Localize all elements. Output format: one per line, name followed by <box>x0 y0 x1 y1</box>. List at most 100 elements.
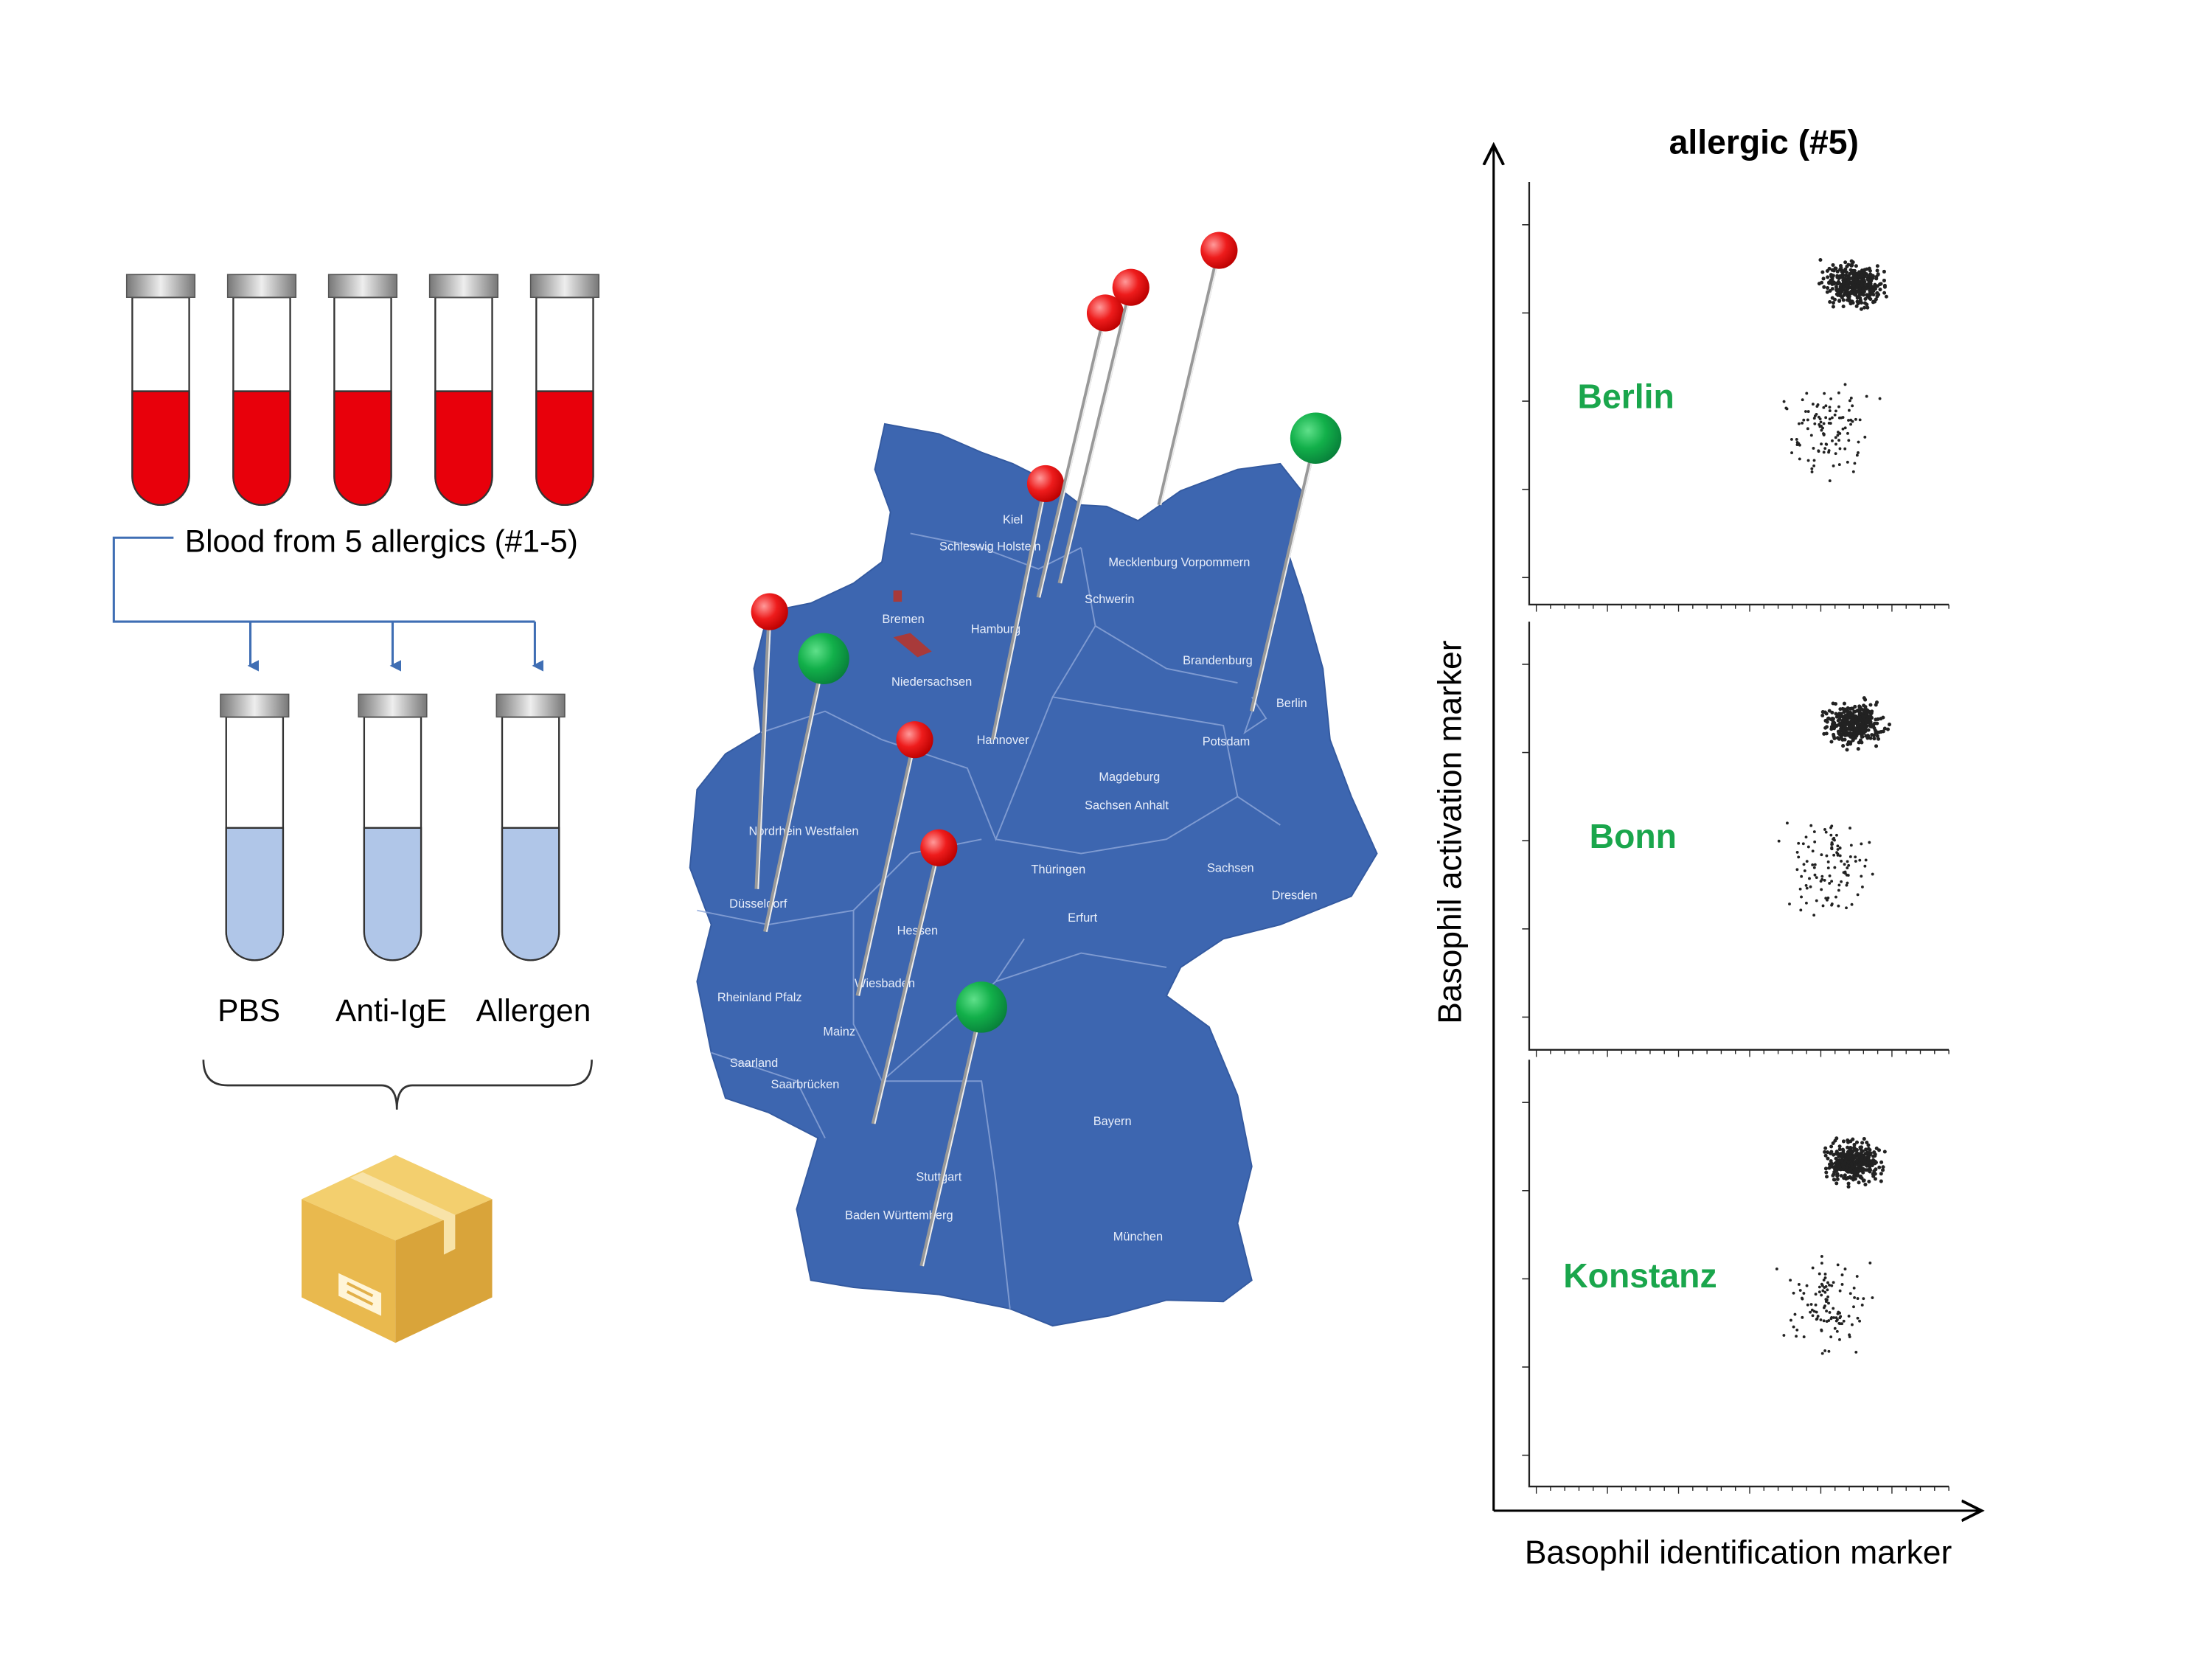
dot <box>1840 860 1843 863</box>
dot <box>1873 1177 1877 1181</box>
dot <box>1865 717 1869 722</box>
dot <box>1878 288 1882 292</box>
dot <box>1858 731 1863 736</box>
liquid <box>434 390 493 507</box>
dot <box>1857 270 1861 274</box>
dot <box>1826 896 1830 900</box>
dot <box>1854 277 1859 282</box>
dot <box>1842 701 1846 706</box>
dot <box>1868 283 1873 288</box>
dot <box>1845 264 1849 268</box>
map-label: Bayern <box>1093 1115 1132 1128</box>
dot <box>1836 854 1840 857</box>
map-label: Brandenburg <box>1183 654 1253 667</box>
dot <box>1837 299 1842 303</box>
dot <box>1849 422 1852 426</box>
dot <box>1846 278 1851 283</box>
tube-cap <box>428 274 499 298</box>
dot <box>1821 426 1824 430</box>
dot <box>1818 257 1823 262</box>
dot <box>1852 1305 1855 1309</box>
map-label: Baden Württemberg <box>845 1208 953 1222</box>
dot <box>1874 1167 1878 1172</box>
pin-needle <box>919 1006 984 1267</box>
dot <box>1792 1291 1795 1295</box>
flow-panel: Berlin <box>1522 181 1950 612</box>
dot <box>1875 268 1879 273</box>
dot <box>1822 731 1826 736</box>
dot <box>1849 844 1853 847</box>
dot <box>1830 268 1834 272</box>
dot <box>1835 1329 1839 1333</box>
dot <box>1854 855 1857 859</box>
liquid <box>232 390 291 507</box>
dot <box>1843 872 1847 875</box>
dot <box>1853 709 1857 714</box>
dot <box>1823 392 1826 395</box>
pin-needle <box>855 739 917 997</box>
pin-head <box>1200 232 1238 269</box>
dot <box>1834 895 1837 899</box>
dot <box>1795 1335 1798 1338</box>
dot <box>1859 307 1863 311</box>
liquid <box>363 827 422 961</box>
dot <box>1833 413 1837 417</box>
dot <box>1840 1154 1845 1158</box>
dot <box>1841 1149 1846 1153</box>
condition-label: Anti-IgE <box>335 993 447 1028</box>
dot <box>1820 877 1824 881</box>
pin-needle <box>871 847 942 1124</box>
dot <box>1861 1178 1865 1183</box>
dot <box>1840 272 1845 276</box>
dot <box>1811 863 1815 866</box>
dot <box>1867 1151 1871 1155</box>
tube-cap <box>125 274 196 298</box>
dot <box>1855 1173 1860 1178</box>
dot <box>1824 830 1828 834</box>
bracket <box>202 1060 593 1110</box>
pin-needle <box>1057 287 1133 584</box>
tube-cap <box>358 693 428 718</box>
dot <box>1845 883 1848 887</box>
dot <box>1832 1307 1835 1310</box>
dot <box>1830 296 1834 300</box>
dot <box>1853 462 1857 465</box>
liquid <box>535 390 594 507</box>
pin-needle-shine <box>1160 250 1222 506</box>
dot <box>1826 1295 1830 1298</box>
dot <box>1870 733 1874 737</box>
dot <box>1847 863 1851 867</box>
dot <box>1874 276 1879 281</box>
dot <box>1844 274 1848 278</box>
dot <box>1811 1266 1815 1270</box>
dot <box>1850 1164 1854 1169</box>
dot <box>1823 1150 1827 1154</box>
dot <box>1830 1284 1834 1287</box>
dot <box>1845 270 1849 274</box>
dot <box>1837 731 1841 736</box>
dot <box>1869 273 1874 277</box>
dot <box>1845 906 1848 910</box>
dot <box>1837 904 1840 908</box>
dot <box>1820 442 1823 446</box>
dot <box>1800 895 1803 899</box>
bremen-region <box>893 633 932 658</box>
dot <box>1830 903 1834 907</box>
dot <box>1827 1349 1831 1353</box>
dot <box>1830 710 1834 714</box>
dot <box>1884 294 1888 299</box>
dot <box>1823 878 1826 882</box>
dot <box>1813 422 1817 425</box>
dot <box>1820 280 1824 285</box>
dot <box>1837 463 1841 467</box>
dot <box>1868 297 1873 302</box>
dot <box>1838 1338 1841 1341</box>
dot <box>1812 447 1815 450</box>
dot <box>1860 874 1863 878</box>
dot <box>1852 732 1857 737</box>
dot <box>1814 1303 1818 1307</box>
dot <box>1851 1176 1856 1180</box>
dot <box>1788 902 1791 905</box>
dot <box>1848 855 1852 858</box>
dot <box>1842 1319 1846 1323</box>
